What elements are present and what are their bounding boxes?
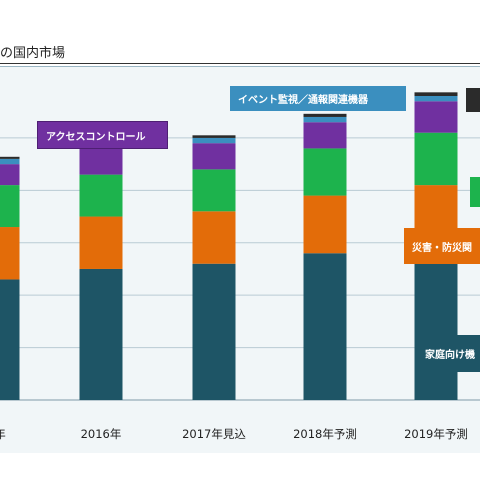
- bar-top-2: [192, 135, 236, 138]
- x-tick-label-3: 2018年予測: [293, 427, 357, 441]
- bar-access-1: [79, 148, 123, 175]
- callout-disaster: 災害・防災関: [404, 228, 480, 264]
- bar-disaster-3: [303, 195, 347, 254]
- callout-access: アクセスコントロール: [37, 121, 168, 149]
- bar-residential-3: [303, 253, 347, 400]
- bar-residential-1: [79, 268, 123, 400]
- bar-top-0: [0, 156, 20, 159]
- x-tick-label-4: 2019年予測: [404, 427, 468, 441]
- bar-event-0: [0, 158, 20, 165]
- chart-title: の国内市場: [0, 46, 66, 61]
- bar-event-4: [414, 96, 458, 102]
- callout-residential: 家庭向け機: [417, 335, 480, 372]
- bar-green-3: [303, 148, 347, 196]
- bar-green-1: [79, 174, 123, 217]
- bar-access-0: [0, 164, 20, 186]
- bar-green-4: [414, 132, 458, 186]
- x-tick-label-0: 年: [0, 426, 6, 442]
- bar-top-4: [414, 92, 458, 96]
- bar-access-3: [303, 122, 347, 149]
- callout-event: イベント監視／通報関連機器: [230, 86, 406, 111]
- bar-residential-2: [192, 263, 236, 400]
- bar-residential-4: [414, 242, 458, 400]
- bar-access-4: [414, 101, 458, 133]
- bar-event-3: [303, 116, 347, 123]
- bar-green-2: [192, 169, 236, 212]
- bar-green-0: [0, 185, 20, 228]
- bar-residential-0: [0, 279, 20, 400]
- bar-event-2: [192, 137, 236, 144]
- legend-swatch-black: [466, 88, 480, 112]
- x-tick-label-1: 2016年: [80, 427, 122, 441]
- bar-disaster-2: [192, 211, 236, 264]
- x-tick-label-2: 2017年見込: [182, 427, 246, 441]
- legend-swatch-green: [470, 177, 480, 207]
- bar-access-2: [192, 143, 236, 170]
- bar-disaster-1: [79, 216, 123, 269]
- bar-disaster-0: [0, 227, 20, 280]
- bar-top-3: [303, 113, 347, 117]
- title-rule: [0, 63, 480, 64]
